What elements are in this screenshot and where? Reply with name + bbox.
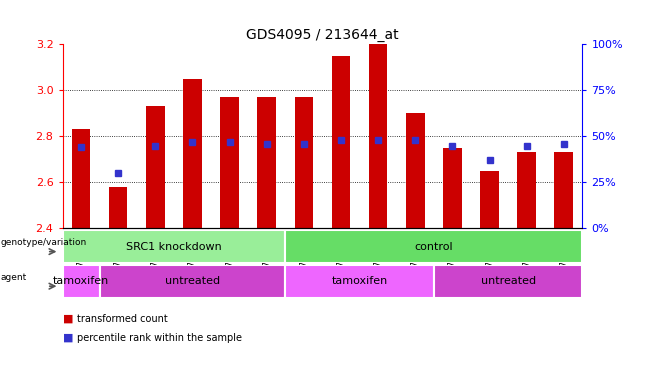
Bar (295, 97, 313, 228)
Text: agent: agent (1, 273, 27, 282)
Bar (369, 44, 388, 228)
Bar (286, 230, 582, 263)
Text: ■: ■ (63, 333, 73, 343)
Bar (220, 97, 239, 228)
Bar (63, 265, 99, 298)
Text: SRC1 knockdown: SRC1 knockdown (126, 242, 222, 252)
Text: tamoxifen: tamoxifen (53, 276, 109, 286)
Bar (257, 97, 276, 228)
Title: GDS4095 / 213644_at: GDS4095 / 213644_at (246, 28, 399, 42)
Bar (99, 265, 286, 298)
Text: ■: ■ (63, 314, 73, 324)
Bar (146, 106, 164, 228)
Bar (434, 265, 582, 298)
Text: percentile rank within the sample: percentile rank within the sample (77, 333, 242, 343)
Text: control: control (415, 242, 453, 252)
Bar (443, 148, 462, 228)
Text: untreated: untreated (165, 276, 220, 286)
Text: transformed count: transformed count (77, 314, 168, 324)
Text: tamoxifen: tamoxifen (332, 276, 388, 286)
Bar (183, 79, 202, 228)
Bar (406, 113, 424, 228)
Bar (63, 230, 286, 263)
Text: genotype/variation: genotype/variation (1, 238, 87, 247)
Bar (332, 56, 350, 228)
Bar (72, 129, 90, 228)
Bar (109, 187, 128, 228)
Bar (555, 152, 573, 228)
Text: untreated: untreated (480, 276, 536, 286)
Bar (480, 171, 499, 228)
Bar (286, 265, 434, 298)
Bar (517, 152, 536, 228)
